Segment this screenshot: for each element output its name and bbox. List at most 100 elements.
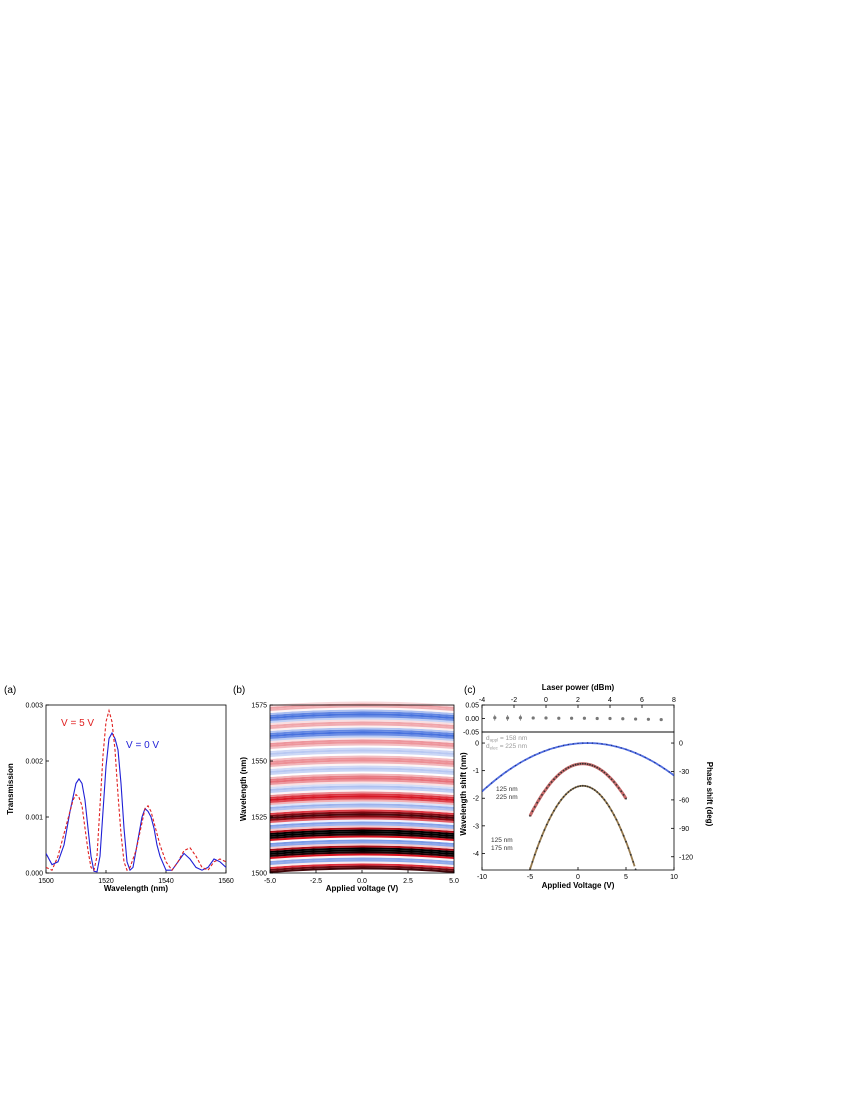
data-point bbox=[595, 716, 599, 721]
heatmap-band bbox=[270, 859, 454, 865]
data-point bbox=[581, 762, 584, 765]
heatmap-band bbox=[270, 751, 454, 757]
heatmap-band bbox=[270, 799, 454, 805]
panel-c: -4 -2 0 2 4 6 8 0.05 0.00 -0.05 Laser power (dBm)… bbox=[459, 683, 714, 895]
x-tick-label: -5 bbox=[527, 874, 533, 881]
data-point bbox=[589, 786, 591, 789]
panel-c-top-plot: -4 -2 0 2 4 6 8 0.05 0.00 -0.05 bbox=[463, 697, 676, 737]
data-point bbox=[534, 754, 536, 756]
data-point bbox=[606, 743, 608, 746]
top-x-tick-label: -4 bbox=[479, 697, 485, 704]
heatmap-band bbox=[270, 795, 454, 801]
data-point bbox=[570, 716, 574, 720]
top-y-tick-label: 0.05 bbox=[465, 703, 479, 710]
data-point bbox=[615, 784, 618, 786]
heatmap-band bbox=[270, 809, 454, 815]
data-point bbox=[620, 747, 622, 749]
y-tick-label-right: -90 bbox=[679, 826, 689, 833]
data-point bbox=[553, 747, 555, 749]
data-point bbox=[565, 793, 567, 796]
data-point bbox=[658, 764, 661, 767]
data-point bbox=[574, 786, 577, 789]
heatmap-band bbox=[270, 789, 454, 795]
heatmap-band bbox=[270, 793, 454, 799]
data-point bbox=[533, 806, 536, 808]
data-point bbox=[550, 781, 553, 783]
data-point bbox=[668, 771, 670, 773]
heatmap-band bbox=[270, 763, 454, 769]
y-axis-label-b: Wavelength (nm) bbox=[239, 757, 248, 821]
data-point bbox=[544, 716, 548, 720]
panel-a-ticks: 1500 1520 1540 1560 0.000 0.001 0.002 0.003 bbox=[25, 703, 233, 886]
label-d-elec: delec = 225 nm bbox=[486, 743, 527, 751]
data-point bbox=[582, 716, 587, 720]
top-x-tick-label: 0 bbox=[544, 697, 548, 704]
series-line-v5 bbox=[46, 708, 226, 872]
heatmap-band bbox=[270, 817, 454, 823]
data-point bbox=[591, 787, 594, 790]
heatmap-band bbox=[270, 829, 454, 835]
heatmap-band bbox=[270, 857, 454, 863]
data-point bbox=[615, 818, 618, 821]
data-point bbox=[577, 742, 579, 745]
heatmap-band bbox=[270, 707, 454, 713]
data-point bbox=[538, 752, 541, 754]
x-tick-label: 0.0 bbox=[357, 878, 367, 885]
y-tick-label: 1500 bbox=[251, 871, 267, 878]
data-point bbox=[634, 868, 637, 870]
heatmap-band bbox=[270, 853, 454, 859]
data-point bbox=[557, 773, 560, 776]
data-point bbox=[613, 814, 615, 816]
y-tick-label-right: -120 bbox=[679, 854, 693, 861]
data-point bbox=[522, 893, 524, 895]
heatmap-band bbox=[270, 717, 454, 723]
data-point bbox=[586, 763, 589, 766]
data-point bbox=[529, 868, 531, 870]
data-point bbox=[533, 853, 536, 856]
data-point bbox=[548, 784, 551, 786]
heatmap-band bbox=[270, 749, 454, 755]
data-point bbox=[601, 769, 603, 772]
data-point bbox=[572, 764, 575, 767]
data-point bbox=[565, 768, 567, 770]
annotation-v0: V = 0 V bbox=[126, 740, 159, 751]
panel-a-frame bbox=[45, 704, 227, 874]
heatmap-band bbox=[270, 855, 454, 861]
panel-b: -5.0 -2.5 0.0 2.5 5.0 1500 1525 1550 1575 Applie… bbox=[239, 701, 459, 893]
y-axis-label-a: Transmission bbox=[6, 763, 15, 815]
data-point bbox=[531, 810, 534, 813]
data-point bbox=[621, 717, 625, 721]
heatmap-band bbox=[270, 725, 454, 731]
heatmap-band bbox=[270, 865, 454, 871]
data-point bbox=[531, 716, 535, 720]
data-point bbox=[659, 717, 663, 722]
heatmap-band bbox=[270, 759, 454, 765]
label-d-appl: dappl = 158 nm bbox=[486, 735, 527, 743]
data-point bbox=[524, 759, 526, 761]
data-point bbox=[639, 754, 642, 756]
y-tick-label-right: 0 bbox=[679, 741, 683, 748]
data-point bbox=[596, 742, 598, 745]
x-axis-label-b: Applied voltage (V) bbox=[326, 884, 399, 893]
heatmap bbox=[270, 701, 454, 873]
heatmap-band bbox=[270, 745, 454, 751]
heatmap-band bbox=[270, 843, 454, 849]
heatmap-band bbox=[270, 797, 454, 803]
data-point bbox=[593, 765, 596, 768]
data-point bbox=[524, 884, 526, 886]
heatmap-band bbox=[270, 701, 454, 707]
data-point bbox=[596, 766, 599, 769]
x-tick-label: 10 bbox=[670, 874, 678, 881]
heatmap-band bbox=[270, 791, 454, 797]
data-point bbox=[560, 771, 563, 774]
data-point bbox=[567, 766, 570, 769]
heatmap-band bbox=[270, 787, 454, 793]
fit-curve bbox=[528, 784, 636, 870]
x-tick-label: 0 bbox=[576, 874, 580, 881]
data-point bbox=[577, 763, 579, 766]
data-point bbox=[582, 742, 584, 744]
data-point bbox=[627, 847, 630, 849]
heatmap-band bbox=[270, 835, 454, 841]
data-point bbox=[543, 829, 546, 831]
